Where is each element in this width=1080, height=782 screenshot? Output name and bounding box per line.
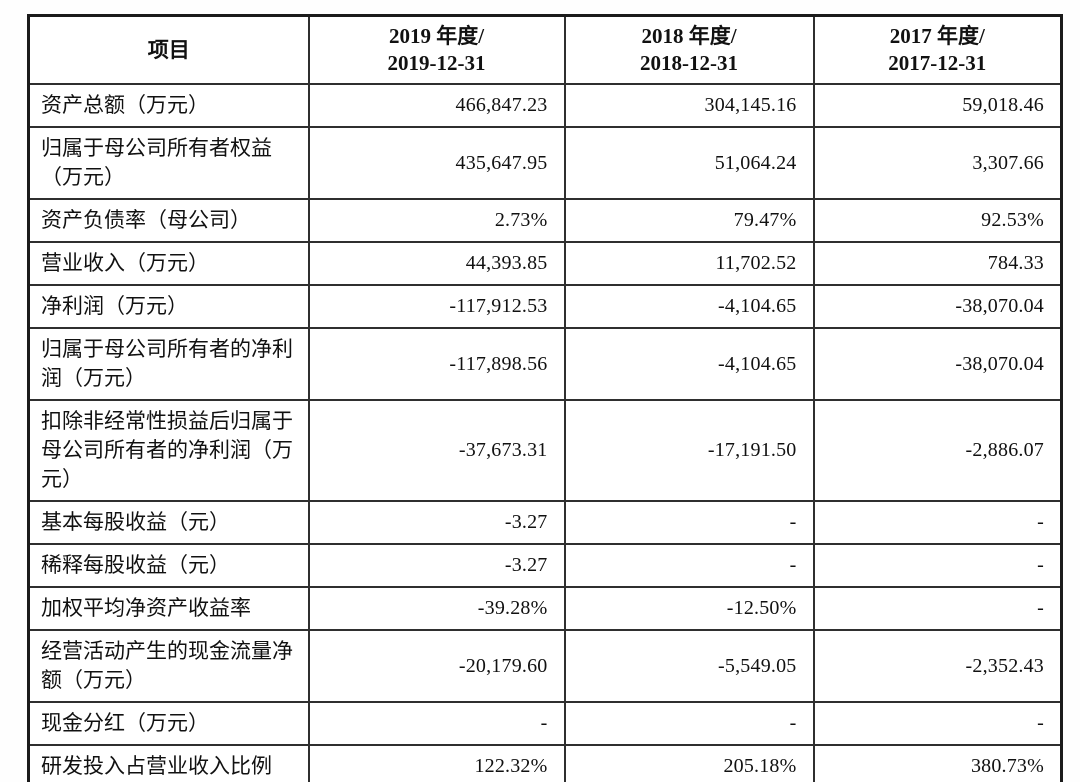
table-row: 加权平均净资产收益率 -39.28% -12.50% - <box>27 586 1063 631</box>
row-label-cell: 加权平均净资产收益率 <box>27 586 310 631</box>
row-label-cell: 营业收入（万元） <box>27 241 310 286</box>
row-value-cell: 51,064.24 <box>563 126 815 200</box>
table-body: 资产总额（万元） 466,847.23 304,145.16 59,018.46 归属于… <box>27 83 1063 782</box>
row-value-cell: 2.73% <box>307 198 566 243</box>
header-period-line1: 2018 年度/ <box>641 24 737 48</box>
table-row: 研发投入占营业收入比例 122.32% 205.18% 380.73% <box>27 744 1063 782</box>
header-period-line2: 2017-12-31 <box>888 51 987 75</box>
header-period-line2: 2019-12-31 <box>387 51 486 75</box>
row-label-cell: 资产负债率（母公司） <box>27 198 310 243</box>
row-value-cell: 44,393.85 <box>307 241 566 286</box>
table-row: 经营活动产生的现金流量净额（万元） -20,179.60 -5,549.05 -2,3… <box>27 629 1063 703</box>
row-value-cell: - <box>307 701 566 746</box>
row-label-cell: 稀释每股收益（元） <box>27 543 310 588</box>
row-value-cell: 122.32% <box>307 744 566 782</box>
header-item-column: 项目 <box>27 14 310 85</box>
row-value-cell: 380.73% <box>812 744 1063 782</box>
table-header: 项目 2019 年度/2019-12-31 2018 年度/2018-12-31 2… <box>27 14 1063 85</box>
row-value-cell: 59,018.46 <box>812 83 1063 128</box>
row-value-cell: - <box>812 586 1063 631</box>
row-value-cell: - <box>563 500 815 545</box>
row-value-cell: - <box>563 701 815 746</box>
row-value-cell: -5,549.05 <box>563 629 815 703</box>
row-value-cell: 784.33 <box>812 241 1063 286</box>
table-row: 资产总额（万元） 466,847.23 304,145.16 59,018.46 <box>27 83 1063 128</box>
header-period-line1: 2019 年度/ <box>388 24 485 48</box>
row-value-cell: -38,070.04 <box>812 284 1063 329</box>
row-value-cell: -117,898.56 <box>307 327 566 401</box>
row-value-cell: 11,702.52 <box>563 241 815 286</box>
row-label-cell: 扣除非经常性损益后归属于母公司所有者的净利润（万元） <box>27 399 310 502</box>
row-value-cell: 466,847.23 <box>307 83 566 128</box>
row-value-cell: -117,912.53 <box>307 284 566 329</box>
row-label-cell: 归属于母公司所有者权益（万元） <box>27 126 310 200</box>
table-row: 营业收入（万元） 44,393.85 11,702.52 784.33 <box>27 241 1063 286</box>
table-row: 基本每股收益（元） -3.27- - <box>27 500 1063 545</box>
row-label-cell: 归属于母公司所有者的净利润（万元） <box>27 327 310 401</box>
table-row: 归属于母公司所有者权益（万元） 435,647.95 51,064.24 3,307.… <box>27 126 1063 200</box>
row-value-cell: 205.18% <box>563 744 815 782</box>
table-row: 扣除非经常性损益后归属于母公司所有者的净利润（万元） -37,673.31 -17,… <box>27 399 1063 502</box>
row-value-cell: -2,886.07 <box>812 399 1063 502</box>
row-label-cell: 经营活动产生的现金流量净额（万元） <box>27 629 310 703</box>
table-row: 稀释每股收益（元） -3.27- - <box>27 543 1063 588</box>
row-label-cell: 研发投入占营业收入比例 <box>27 744 310 782</box>
row-value-cell: - <box>812 543 1063 588</box>
financial-summary-table: 项目 2019 年度/2019-12-31 2018 年度/2018-12-31 2… <box>27 14 1063 782</box>
row-value-cell: -12.50% <box>563 586 815 631</box>
row-value-cell: -3.27 <box>307 543 566 588</box>
header-period-column-1: 2018 年度/2018-12-31 <box>563 14 815 85</box>
header-period-column-2: 2017 年度/2017-12-31 <box>812 14 1063 85</box>
row-value-cell: -39.28% <box>307 586 566 631</box>
table-row: 净利润（万元） -117,912.53 -4,104.65 -38,070.04 <box>27 284 1063 329</box>
row-value-cell: 79.47% <box>563 198 815 243</box>
row-value-cell: 304,145.16 <box>563 83 815 128</box>
row-value-cell: -17,191.50 <box>563 399 815 502</box>
row-value-cell: -4,104.65 <box>563 327 815 401</box>
row-value-cell: -38,070.04 <box>812 327 1063 401</box>
row-value-cell: 435,647.95 <box>307 126 566 200</box>
row-value-cell: - <box>812 500 1063 545</box>
row-label-cell: 资产总额（万元） <box>27 83 310 128</box>
table-row: 归属于母公司所有者的净利润（万元） -117,898.56 -4,104.65 -38… <box>27 327 1063 401</box>
table-row: 资产负债率（母公司） 2.73% 79.47% 92.53% <box>27 198 1063 243</box>
row-value-cell: -4,104.65 <box>563 284 815 329</box>
row-value-cell: -37,673.31 <box>307 399 566 502</box>
row-value-cell: 92.53% <box>812 198 1063 243</box>
row-value-cell: 3,307.66 <box>812 126 1063 200</box>
table-row: 现金分红（万元） - - - <box>27 701 1063 746</box>
header-period-column-0: 2019 年度/2019-12-31 <box>307 14 566 85</box>
row-value-cell: -3.27 <box>307 500 566 545</box>
row-value-cell: -2,352.43 <box>812 629 1063 703</box>
header-period-line2: 2018-12-31 <box>640 51 738 75</box>
row-label-cell: 基本每股收益（元） <box>27 500 310 545</box>
row-value-cell: -20,179.60 <box>307 629 566 703</box>
row-value-cell: - <box>563 543 815 588</box>
row-label-cell: 现金分红（万元） <box>27 701 310 746</box>
header-row: 项目 2019 年度/2019-12-31 2018 年度/2018-12-31 2… <box>27 14 1063 85</box>
header-period-line1: 2017 年度/ <box>889 24 985 48</box>
row-label-cell: 净利润（万元） <box>27 284 310 329</box>
row-value-cell: - <box>812 701 1063 746</box>
